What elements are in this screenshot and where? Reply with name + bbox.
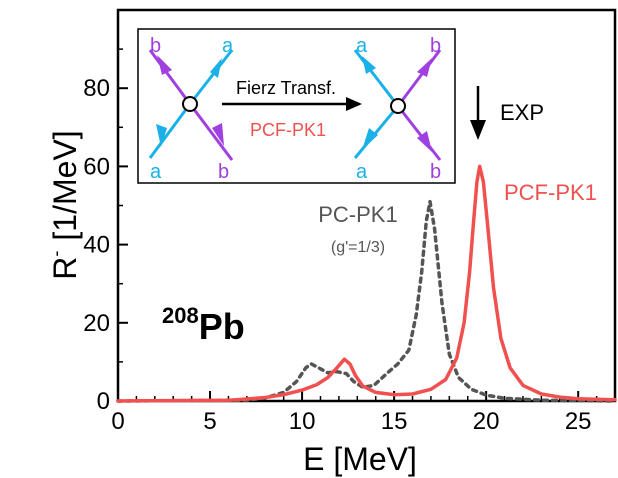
inset-label-a-tl: a [222,35,234,57]
inset-label-a-br: a [356,161,368,183]
x-tick-label: 5 [203,408,216,435]
fierz-label: Fierz Transf. [236,78,336,98]
series-group [116,164,617,403]
x-tick-label: 10 [289,408,316,435]
inset-label-b-bl: b [218,161,229,183]
y-tick-label: 20 [83,310,110,337]
inset-diagram: Fierz Transf. PCF-PK1 b a a b a b a b [137,28,456,184]
arrowhead-b-in [157,55,172,75]
inset-label-a-tr: a [356,35,368,57]
y-axis-title-group: R- [1/MeV] [46,130,83,279]
pcpk1-note: (g'=1/3) [331,239,385,256]
x-axis-title: E [MeV] [303,441,417,477]
left-vertex [148,49,234,161]
x-tick-label: 20 [473,408,500,435]
arrowhead-r-b-top [417,58,432,77]
arrowhead-a-out [210,58,222,78]
inset-label-a-bl: a [150,161,162,183]
arrowhead-r-a-top [362,56,376,74]
y-tick-label: 40 [83,232,110,259]
axis-ticks [117,9,616,402]
arrowhead-r-b-bottom [417,131,432,152]
arrowhead-a-in [156,124,167,147]
nucleus-label: 208Pb [162,303,245,347]
axis-tick-labels: 0 5 10 15 20 25 0 20 40 60 80 [83,75,591,435]
nucleus-mass: 208 [162,303,199,328]
series-line-pcf-pk1 [116,164,617,403]
y-axis-title-symbol: R [47,257,83,280]
y-axis-title: R- [1/MeV] [46,130,83,279]
nucleus-symbol: Pb [199,306,245,347]
vertex-circle-right [390,98,406,114]
arrowhead-r-a-bottom [362,128,378,150]
y-axis-title-unit: [1/MeV] [47,130,83,240]
exp-label: EXP [500,100,544,125]
y-tick-label: 60 [83,153,110,180]
inset-label-b-tr: b [430,35,441,57]
y-tick-label: 80 [83,75,110,102]
y-axis-title-superscript: - [46,251,66,257]
exp-arrow [470,86,486,140]
pcpk1-label: PC-PK1 [318,202,397,227]
fierz-arrowhead [346,97,362,111]
inset-label-b-br: b [430,161,441,183]
series-line-pc-pk1 [116,199,617,403]
right-vertex [353,49,442,161]
arrowhead-b-out [212,123,224,146]
inset-label-b-tl: b [150,35,161,57]
pcfpk1-label: PCF-PK1 [504,180,597,205]
x-tick-label: 0 [111,408,124,435]
x-tick-label: 25 [565,408,592,435]
vertex-circle-left [182,96,198,112]
y-tick-label: 0 [97,388,110,415]
x-tick-label: 15 [381,408,408,435]
inset-model-label: PCF-PK1 [250,120,326,140]
